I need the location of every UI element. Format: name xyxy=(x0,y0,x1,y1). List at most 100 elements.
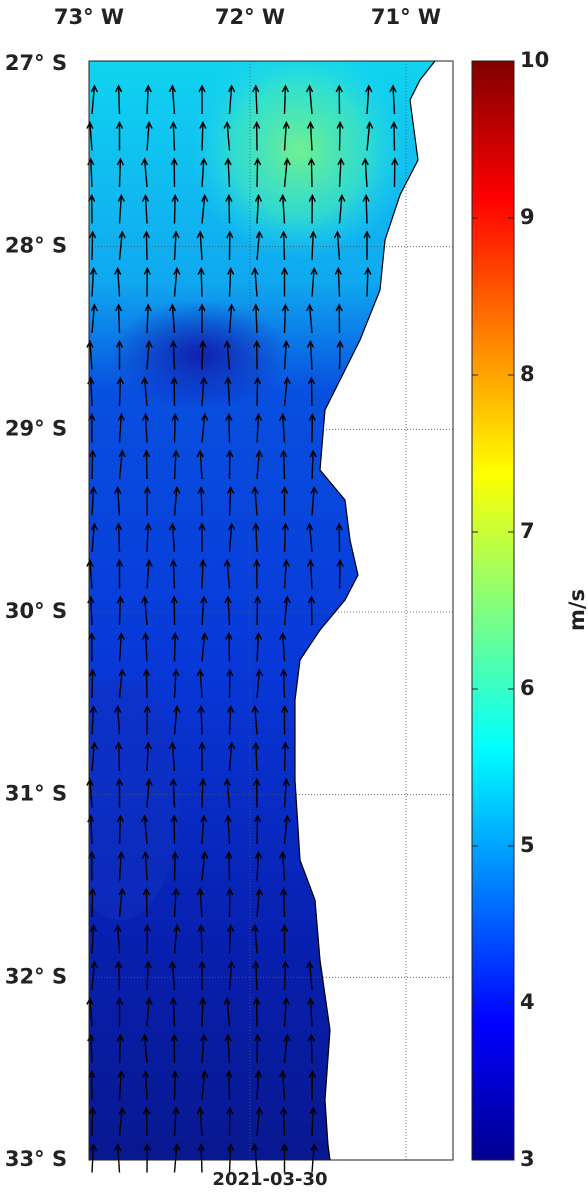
wind-arrow xyxy=(224,157,232,188)
wind-arrow xyxy=(168,741,177,772)
colorbar-tick-label: 10 xyxy=(520,48,549,72)
wind-arrow xyxy=(141,412,150,443)
wind-arrow xyxy=(171,193,179,224)
wind-arrow xyxy=(171,412,179,443)
wind-arrow xyxy=(306,120,315,151)
wind-arrow xyxy=(281,303,290,334)
wind-arrow xyxy=(253,814,262,845)
wind-arrow xyxy=(196,1106,204,1137)
wind-arrow xyxy=(364,266,372,297)
wind-arrow xyxy=(118,1106,126,1137)
wind-arrow xyxy=(226,230,234,261)
wind-arrow xyxy=(307,595,316,626)
wind-arrow xyxy=(114,522,123,553)
wind-arrow xyxy=(114,741,123,772)
colorbar-tick-label: 9 xyxy=(520,205,535,229)
wind-arrow xyxy=(279,631,287,662)
wind-arrow xyxy=(254,850,263,881)
wind-arrow xyxy=(336,120,344,151)
wind-arrow xyxy=(391,157,399,188)
wind-arrow xyxy=(88,412,96,443)
wind-arrow xyxy=(366,120,374,151)
wind-arrow xyxy=(223,558,231,589)
wind-arrow xyxy=(170,814,178,845)
wind-arrow xyxy=(254,412,263,443)
wind-arrow xyxy=(173,485,181,516)
wind-arrow xyxy=(144,741,152,772)
wind-arrow xyxy=(118,449,126,480)
wind-arrow xyxy=(253,120,261,151)
wind-arrow xyxy=(226,668,234,699)
wind-arrow xyxy=(253,1033,262,1064)
wind-arrow xyxy=(86,120,94,151)
wind-arrow xyxy=(253,777,261,808)
wind-arrow xyxy=(115,339,124,370)
wind-arrow xyxy=(116,595,125,626)
wind-arrow xyxy=(283,814,291,845)
wind-arrow xyxy=(227,266,235,297)
wind-arrow xyxy=(307,157,316,188)
wind-arrow xyxy=(169,120,177,151)
wind-arrow xyxy=(89,1142,98,1173)
wind-arrow xyxy=(173,266,181,297)
wind-arrow xyxy=(197,923,205,954)
wind-arrow xyxy=(308,412,316,443)
wind-arrow xyxy=(252,960,260,991)
wind-arrow xyxy=(114,84,123,115)
wind-arrow xyxy=(142,668,151,699)
wind-arrow xyxy=(171,631,179,662)
wind-arrow xyxy=(172,449,180,480)
wind-arrow xyxy=(141,631,150,662)
colorbar-tick-label: 3 xyxy=(520,1147,535,1171)
wind-arrow xyxy=(224,595,232,626)
wind-arrow xyxy=(117,412,125,443)
wind-arrow xyxy=(280,1142,289,1173)
wind-arrow xyxy=(255,1106,264,1137)
wind-arrow xyxy=(279,1106,288,1137)
date-label: 2021-03-30 xyxy=(212,1169,327,1188)
wind-arrow xyxy=(225,412,233,443)
wind-arrow xyxy=(88,1069,96,1100)
wind-arrow xyxy=(170,376,178,407)
wind-arrow xyxy=(115,777,124,808)
wind-arrow xyxy=(168,960,177,991)
wind-arrow xyxy=(170,1033,178,1064)
wind-arrow xyxy=(252,741,260,772)
wind-arrow xyxy=(283,1033,291,1064)
wind-arrow xyxy=(143,923,151,954)
wind-arrow xyxy=(197,485,205,516)
wind-arrow xyxy=(280,704,289,735)
wind-arrow xyxy=(307,376,316,407)
wind-arrow xyxy=(280,485,289,516)
wind-arrow xyxy=(196,668,204,699)
wind-arrow xyxy=(227,485,235,516)
coastline xyxy=(294,60,436,1161)
wind-arrow xyxy=(281,741,290,772)
wind-arrow xyxy=(282,996,290,1027)
wind-arrow xyxy=(252,303,260,334)
wind-arrow xyxy=(199,339,207,370)
lon-label: 72° W xyxy=(215,5,285,29)
wind-arrow xyxy=(172,230,180,261)
wind-arrow xyxy=(88,850,96,881)
lat-label: 28° S xyxy=(5,234,67,258)
wind-arrow xyxy=(140,814,149,845)
wind-arrow xyxy=(169,339,177,370)
wind-arrow xyxy=(201,193,209,224)
wind-arrow xyxy=(337,157,345,188)
wind-arrow xyxy=(145,558,153,589)
wind-arrow xyxy=(308,193,316,224)
colorbar-tick-label: 4 xyxy=(520,990,535,1014)
wind-arrow xyxy=(254,631,263,662)
wind-arrow xyxy=(390,120,398,151)
wind-arrow xyxy=(142,1106,151,1137)
colorbar-tick-label: 5 xyxy=(520,833,535,857)
wind-arrow xyxy=(225,1069,233,1100)
wind-arrow xyxy=(140,595,149,626)
wind-arrow xyxy=(140,1033,149,1064)
wind-arrow xyxy=(251,1142,259,1173)
wind-arrow xyxy=(280,923,289,954)
wind-arrow xyxy=(86,339,94,370)
wind-arrow xyxy=(201,1069,209,1100)
wind-arrow xyxy=(118,230,126,261)
